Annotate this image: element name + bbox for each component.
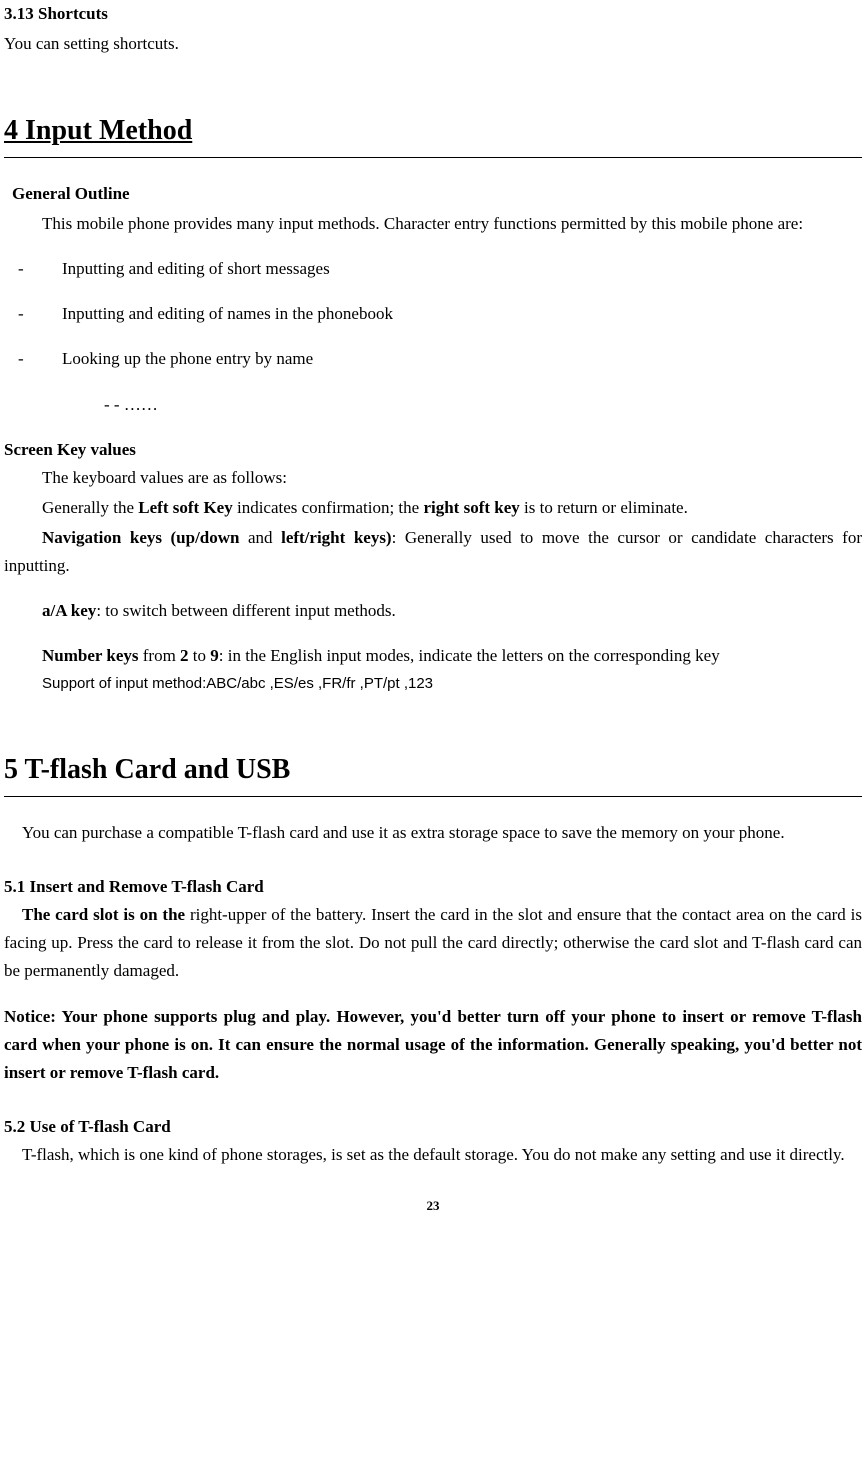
text: : in the English input modes, indicate t… xyxy=(219,646,720,665)
screen-key-heading: Screen Key values xyxy=(4,436,862,464)
chapter-5-title: 5 T-flash Card and USB xyxy=(4,747,862,797)
chapter-5-intro: You can purchase a compatible T-flash ca… xyxy=(4,819,862,847)
section-3-13-title: 3.13 Shortcuts xyxy=(4,0,862,28)
dash-icon: - xyxy=(40,255,62,283)
text: is to return or eliminate. xyxy=(520,498,688,517)
chapter-4-title: 4 Input Method xyxy=(4,108,862,158)
text: to xyxy=(189,646,211,665)
num-bold: 2 xyxy=(180,646,189,665)
dash-icon: - xyxy=(40,345,62,373)
support-line: Support of input method:ABC/abc ,ES/es ,… xyxy=(42,672,862,697)
text: Generally the xyxy=(42,498,138,517)
bullet-text: Looking up the phone entry by name xyxy=(62,349,313,368)
num-bold: 9 xyxy=(210,646,219,665)
num-bold: Number keys xyxy=(42,646,139,665)
right-soft-key-bold: right soft key xyxy=(423,498,519,517)
list-item: -Inputting and editing of short messages xyxy=(62,255,862,283)
list-item: -Looking up the phone entry by name xyxy=(62,345,862,373)
text: and xyxy=(239,528,281,547)
aA-key-line: a/A key: to switch between different inp… xyxy=(42,597,862,625)
page-number: 23 xyxy=(4,1195,862,1216)
screen-key-intro: The keyboard values are as follows: xyxy=(4,464,862,492)
card-slot-bold: The card slot is on the xyxy=(22,905,185,924)
list-item: -Inputting and editing of names in the p… xyxy=(62,300,862,328)
section-5-2-title: 5.2 Use of T-flash Card xyxy=(4,1113,862,1141)
section-3-13-text: You can setting shortcuts. xyxy=(4,30,862,58)
nav-bold: left/right keys) xyxy=(281,528,392,547)
dash-icon: - xyxy=(40,300,62,328)
section-5-2-text: T-flash, which is one kind of phone stor… xyxy=(4,1141,862,1169)
section-5-1-title: 5.1 Insert and Remove T-flash Card xyxy=(4,873,862,901)
number-keys-line: Number keys from 2 to 9: in the English … xyxy=(42,642,862,670)
left-soft-key-bold: Left soft Key xyxy=(138,498,232,517)
notice-text: Notice: Your phone supports plug and pla… xyxy=(4,1003,862,1087)
text: indicates confirmation; the xyxy=(233,498,424,517)
text: from xyxy=(139,646,181,665)
ellipsis-line: - - …… xyxy=(104,391,862,419)
aA-bold: a/A key xyxy=(42,601,96,620)
left-soft-key-line: Generally the Left soft Key indicates co… xyxy=(4,494,862,522)
general-outline-heading: General Outline xyxy=(12,180,862,208)
bullet-text: Inputting and editing of names in the ph… xyxy=(62,304,393,323)
nav-bold: Navigation keys (up/down xyxy=(42,528,239,547)
navigation-keys-line: Navigation keys (up/down and left/right … xyxy=(4,524,862,580)
general-outline-text: This mobile phone provides many input me… xyxy=(4,210,862,238)
text: : to switch between different input meth… xyxy=(96,601,395,620)
bullet-text: Inputting and editing of short messages xyxy=(62,259,330,278)
section-5-1-text: The card slot is on the right-upper of t… xyxy=(4,901,862,985)
